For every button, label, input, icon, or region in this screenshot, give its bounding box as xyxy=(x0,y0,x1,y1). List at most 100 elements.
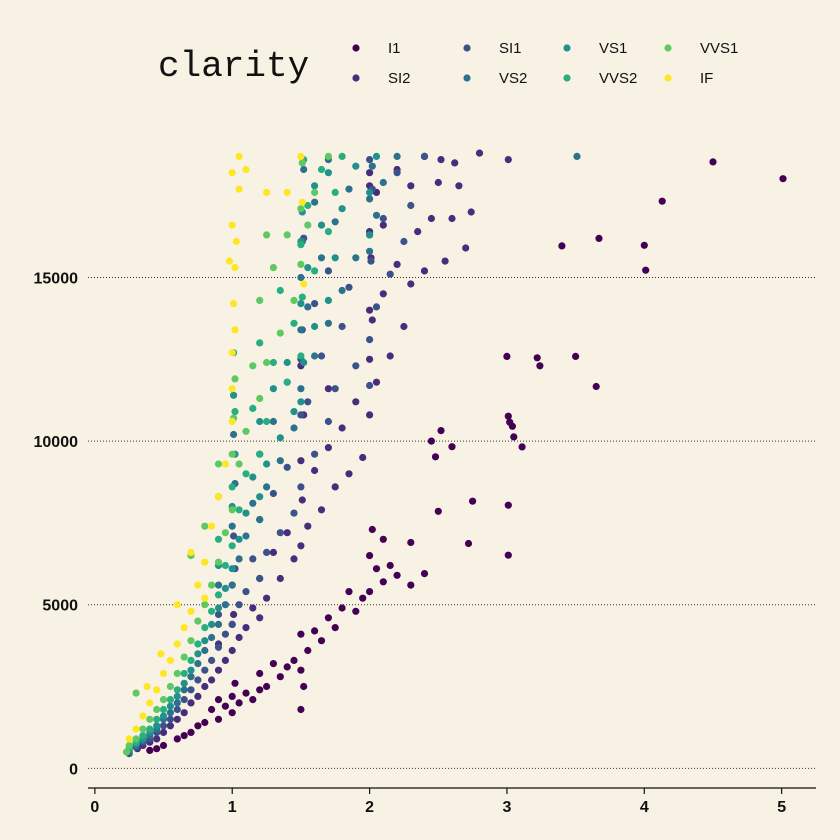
data-point xyxy=(139,725,147,733)
data-point xyxy=(242,509,250,517)
data-point xyxy=(228,692,236,701)
data-point xyxy=(159,696,168,704)
legend-key xyxy=(352,74,360,82)
data-point xyxy=(283,463,291,471)
data-point xyxy=(228,417,236,426)
data-point xyxy=(311,182,319,190)
data-point xyxy=(201,682,209,691)
data-point xyxy=(180,669,188,678)
data-point xyxy=(366,552,374,560)
data-point xyxy=(228,221,236,229)
data-point xyxy=(235,506,243,514)
data-point xyxy=(324,228,332,236)
data-point xyxy=(194,640,202,648)
data-point xyxy=(249,362,257,370)
data-point xyxy=(311,627,319,635)
data-point xyxy=(427,214,435,223)
data-point xyxy=(256,417,264,426)
points xyxy=(122,149,787,758)
data-point xyxy=(297,483,305,491)
data-point xyxy=(201,558,209,566)
data-point xyxy=(269,417,277,426)
data-point xyxy=(276,286,284,295)
data-point xyxy=(201,601,209,609)
data-point xyxy=(297,260,305,268)
data-point xyxy=(230,300,238,308)
data-point xyxy=(300,280,308,288)
legend-title: clarity xyxy=(158,46,309,87)
data-point xyxy=(201,624,209,632)
data-point xyxy=(297,300,305,308)
data-point xyxy=(469,497,477,505)
data-point xyxy=(249,473,257,481)
data-point xyxy=(366,355,374,363)
data-point xyxy=(379,535,387,543)
series-if xyxy=(125,152,308,743)
data-point xyxy=(400,322,408,331)
data-point xyxy=(228,385,236,393)
data-point xyxy=(263,483,271,491)
data-point xyxy=(297,630,305,638)
legend-key xyxy=(563,74,571,82)
data-point xyxy=(235,699,243,707)
data-point xyxy=(297,411,305,419)
data-point xyxy=(122,748,131,756)
data-point xyxy=(345,470,353,478)
data-point xyxy=(235,601,243,609)
legend-label: SI2 xyxy=(388,70,411,87)
data-point xyxy=(201,637,209,645)
data-point xyxy=(230,610,238,619)
data-point xyxy=(324,267,332,275)
data-point xyxy=(187,656,195,665)
data-point xyxy=(297,398,305,406)
data-point xyxy=(269,548,277,557)
data-point xyxy=(311,450,319,458)
data-point xyxy=(366,306,374,314)
data-point xyxy=(187,686,195,694)
data-point xyxy=(304,398,312,406)
data-point xyxy=(311,198,319,206)
data-point xyxy=(187,637,195,645)
data-point xyxy=(194,581,202,589)
data-point xyxy=(263,188,271,196)
data-point xyxy=(297,666,305,674)
data-point xyxy=(407,538,415,547)
data-point xyxy=(642,266,650,274)
data-point xyxy=(256,669,264,678)
legend-key xyxy=(463,44,471,52)
data-point xyxy=(431,453,440,461)
data-point xyxy=(276,457,284,465)
data-point xyxy=(324,385,332,393)
data-point xyxy=(263,682,271,691)
data-point xyxy=(345,588,353,596)
data-point xyxy=(276,329,284,337)
series-vvs2 xyxy=(125,152,346,753)
data-point xyxy=(242,624,250,632)
data-point xyxy=(201,646,209,655)
data-point xyxy=(290,296,298,304)
legend-label: IF xyxy=(700,70,713,87)
data-point xyxy=(187,548,195,557)
data-point xyxy=(298,293,306,301)
data-point xyxy=(297,385,305,393)
data-point xyxy=(298,198,306,206)
y-tick-label: 15000 xyxy=(34,270,79,287)
data-point xyxy=(352,254,360,262)
data-point xyxy=(504,156,512,164)
data-point xyxy=(300,165,308,174)
data-point xyxy=(366,188,374,196)
data-point xyxy=(231,375,239,383)
data-point xyxy=(297,273,305,282)
data-point xyxy=(132,689,140,697)
data-point xyxy=(283,358,291,367)
legend: clarity I1 SI2 SI1 VS2 VS1 VVS2 VVS1 IF xyxy=(158,40,738,87)
data-point xyxy=(414,228,422,236)
data-point xyxy=(434,178,442,187)
data-point xyxy=(180,686,188,694)
data-point xyxy=(173,715,181,723)
legend-key xyxy=(664,44,672,52)
legend-key xyxy=(563,44,571,52)
data-point xyxy=(592,382,600,391)
data-point xyxy=(536,362,544,370)
